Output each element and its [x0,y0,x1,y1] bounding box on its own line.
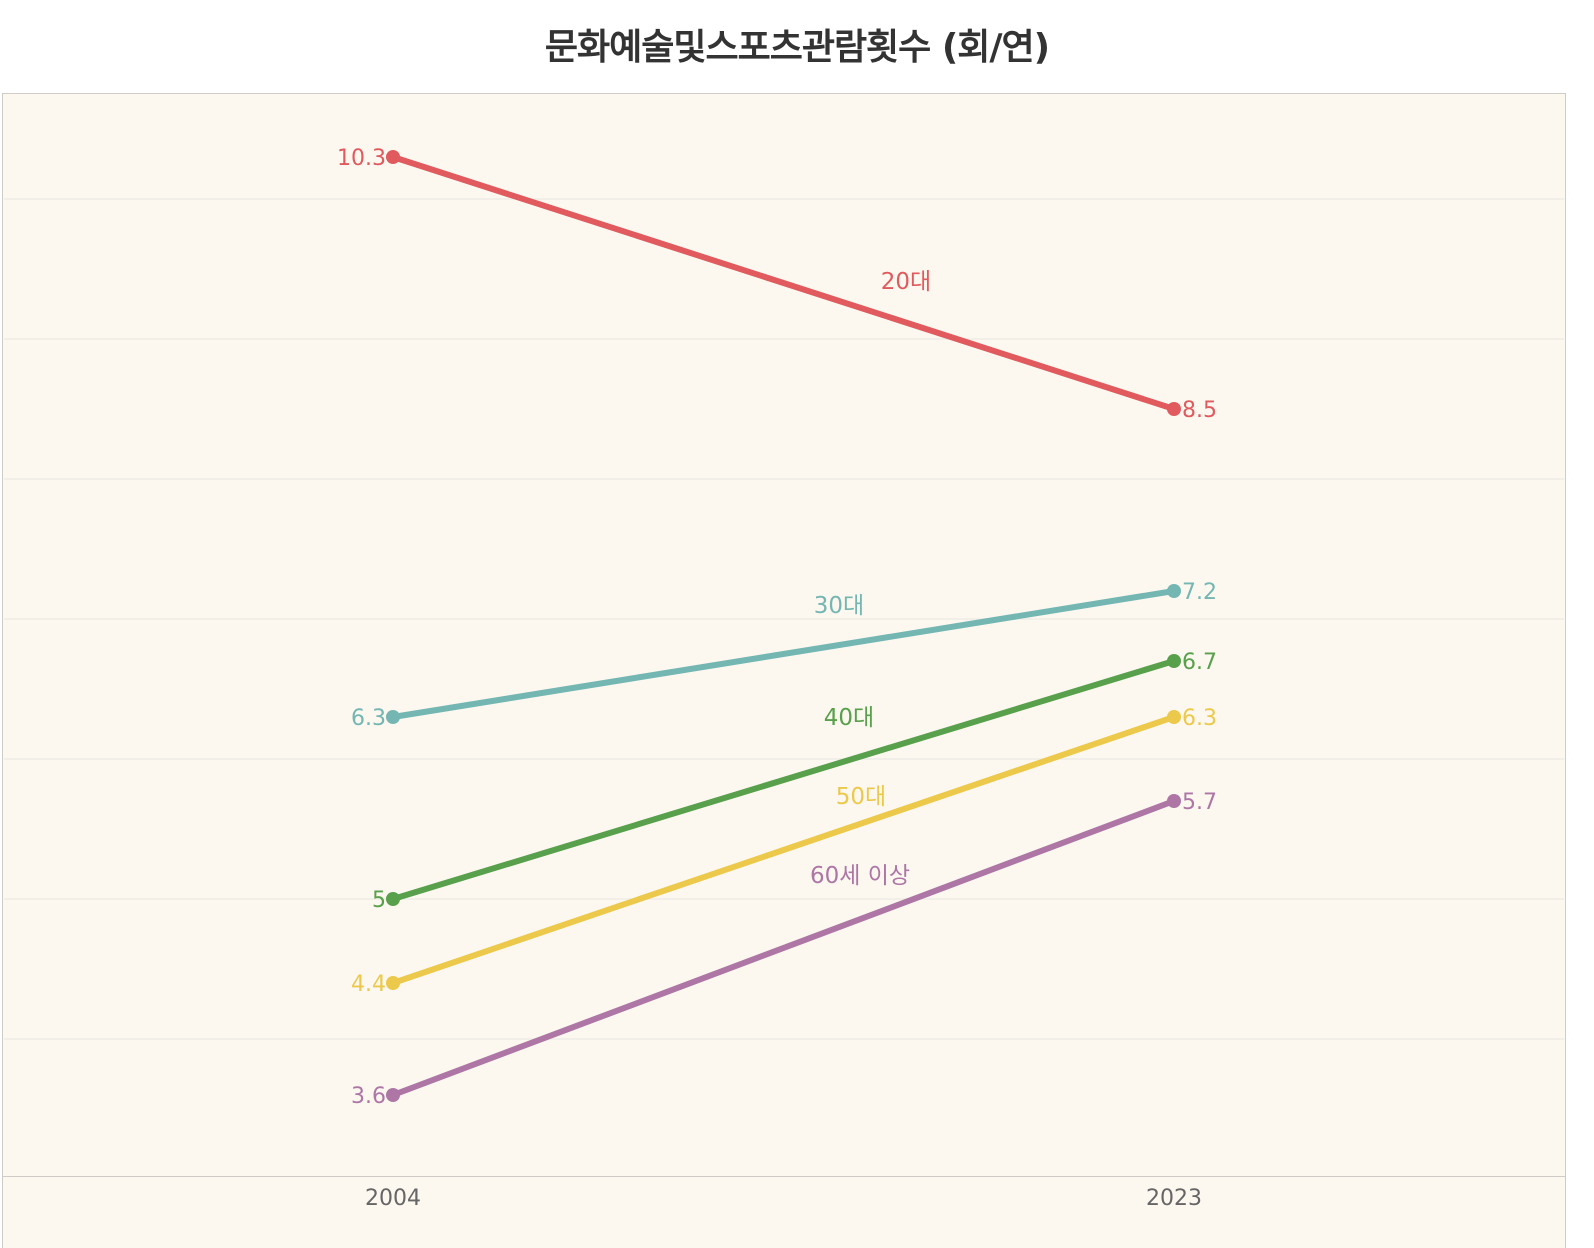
gridlines [4,198,1564,1040]
data-point [386,150,400,164]
value-label-end: 8.5 [1182,398,1217,423]
series-lines [386,150,1181,1102]
series-name-label: 20대 [881,269,931,295]
series-name-label: 30대 [814,593,864,619]
plot-area [2,93,1566,1177]
value-label-start: 10.3 [337,146,386,171]
data-point [1167,710,1181,724]
series-line [390,154,1177,412]
series-name-label: 40대 [824,705,874,731]
series-line [390,588,1177,720]
data-point [386,892,400,906]
value-label-end: 5.7 [1182,790,1217,815]
series-line [390,798,1177,1098]
chart-title: 문화예술및스포츠관람횟수 (회/연) [544,27,1050,68]
value-label-end: 6.3 [1182,706,1217,731]
value-label-end: 7.2 [1182,580,1217,605]
data-point [386,976,400,990]
data-point [386,1088,400,1102]
value-label-start: 4.4 [351,972,386,997]
x-tick-2004: 2004 [365,1186,421,1211]
value-label-end: 6.7 [1182,650,1217,675]
data-labels: 10.3 8.5 20대 6.3 7.2 30대 5 6.7 40대 4.4 6.3 50대 3.6 5.… [337,146,1217,1109]
series-name-label: 60세 이상 [810,863,910,889]
data-point [1167,584,1181,598]
x-tick-2023: 2023 [1146,1186,1202,1211]
data-point [1167,402,1181,416]
data-point [1167,654,1181,668]
data-point [386,710,400,724]
series-name-label: 50대 [836,784,886,810]
value-label-start: 6.3 [351,706,386,731]
x-axis-band [2,1177,1566,1248]
data-point [1167,794,1181,808]
series-line [390,658,1177,902]
value-label-start: 5 [372,888,386,913]
series-line [390,714,1177,986]
value-label-start: 3.6 [351,1084,386,1109]
